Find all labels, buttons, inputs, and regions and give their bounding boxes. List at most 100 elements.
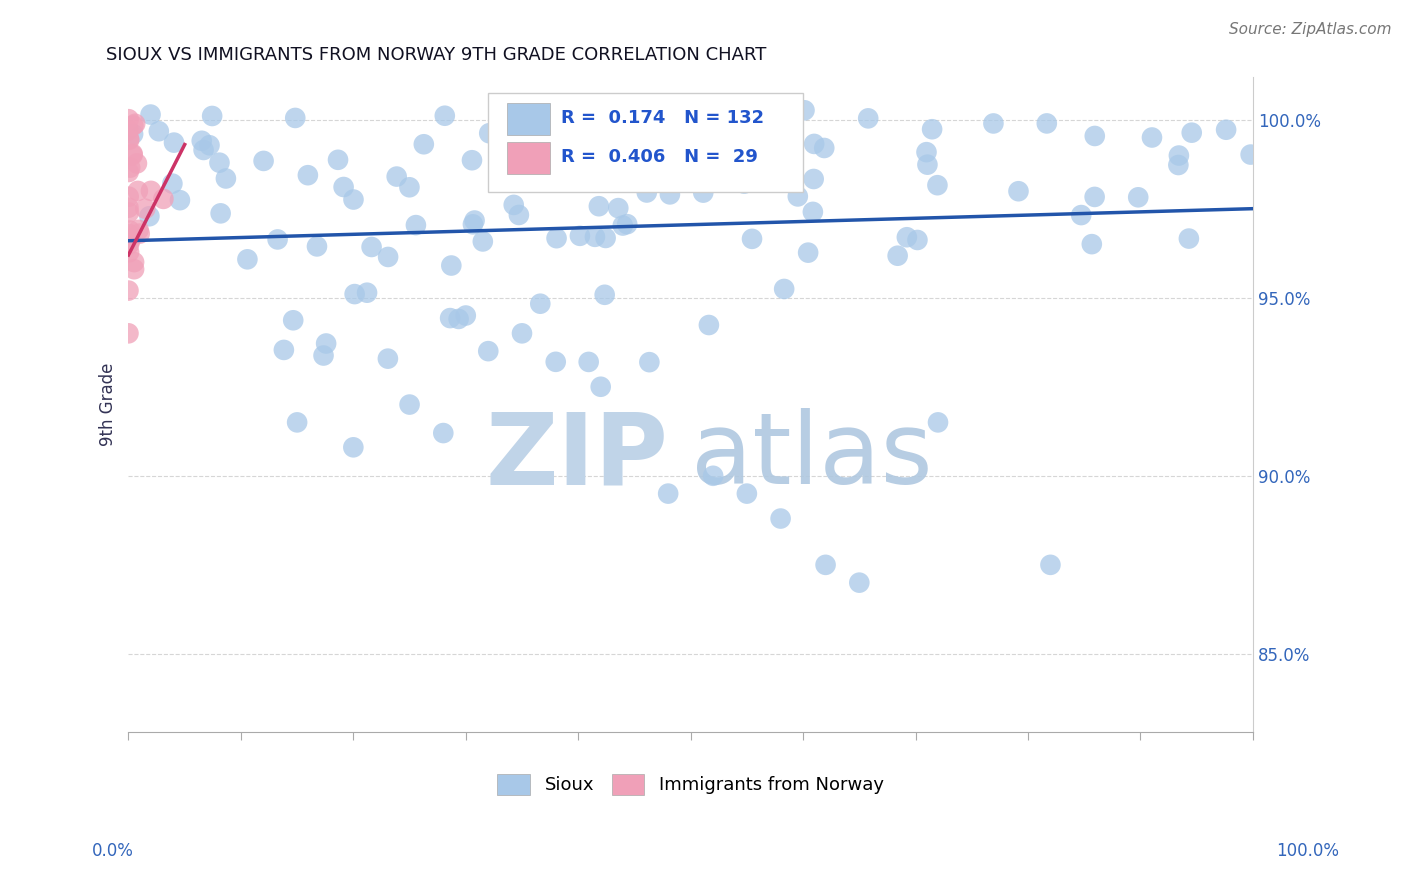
Point bbox=[741, 106, 763, 120]
Point bbox=[236, 252, 259, 267]
Point bbox=[121, 148, 143, 162]
Point bbox=[118, 205, 141, 219]
Point bbox=[896, 230, 918, 244]
Point bbox=[907, 233, 929, 247]
Point bbox=[1239, 147, 1261, 161]
Point bbox=[983, 116, 1005, 130]
Point bbox=[793, 103, 815, 118]
Point bbox=[848, 575, 870, 590]
Point bbox=[672, 160, 695, 174]
Point bbox=[471, 235, 494, 249]
Point bbox=[607, 201, 630, 215]
Point bbox=[440, 259, 463, 273]
Point bbox=[312, 349, 335, 363]
Point bbox=[692, 186, 714, 200]
Point bbox=[360, 240, 382, 254]
Point bbox=[134, 202, 156, 216]
Text: R =  0.406   N =  29: R = 0.406 N = 29 bbox=[561, 148, 758, 167]
Point bbox=[127, 184, 149, 198]
Point bbox=[447, 312, 470, 326]
Point bbox=[508, 208, 530, 222]
Point bbox=[803, 172, 825, 186]
Point bbox=[139, 107, 162, 121]
Point bbox=[657, 135, 679, 149]
Point bbox=[122, 262, 145, 277]
Point bbox=[432, 425, 454, 440]
Point bbox=[461, 153, 484, 168]
Point bbox=[266, 232, 288, 246]
Point bbox=[595, 231, 617, 245]
Point bbox=[636, 186, 658, 200]
Point bbox=[803, 136, 825, 151]
Point bbox=[752, 155, 775, 169]
Point bbox=[117, 201, 139, 215]
Point bbox=[772, 174, 794, 188]
Point bbox=[801, 205, 824, 219]
Point bbox=[128, 223, 150, 237]
Point bbox=[786, 189, 808, 203]
Point bbox=[118, 133, 141, 147]
Point bbox=[356, 285, 378, 300]
FancyBboxPatch shape bbox=[488, 94, 803, 192]
Point bbox=[118, 132, 141, 146]
Point bbox=[927, 178, 949, 193]
Point bbox=[148, 124, 170, 138]
Point bbox=[122, 127, 145, 141]
Point bbox=[1036, 116, 1059, 130]
Point bbox=[741, 232, 763, 246]
Point bbox=[332, 180, 354, 194]
Point bbox=[589, 380, 612, 394]
Legend: Sioux, Immigrants from Norway: Sioux, Immigrants from Norway bbox=[491, 766, 891, 802]
Point bbox=[208, 155, 231, 169]
Point bbox=[1215, 122, 1237, 136]
Point bbox=[509, 145, 531, 159]
Point bbox=[118, 245, 141, 260]
Point bbox=[858, 112, 880, 126]
Point bbox=[297, 168, 319, 182]
Point bbox=[658, 187, 681, 202]
Point bbox=[454, 309, 477, 323]
Point bbox=[733, 177, 755, 191]
Point bbox=[118, 223, 141, 237]
Point bbox=[124, 117, 146, 131]
Y-axis label: 9th Grade: 9th Grade bbox=[100, 363, 117, 446]
Point bbox=[612, 219, 634, 233]
Text: SIOUX VS IMMIGRANTS FROM NORWAY 9TH GRADE CORRELATION CHART: SIOUX VS IMMIGRANTS FROM NORWAY 9TH GRAD… bbox=[105, 46, 766, 64]
Point bbox=[117, 326, 139, 341]
Point bbox=[342, 440, 364, 454]
Point bbox=[501, 111, 523, 125]
Point bbox=[702, 468, 724, 483]
Point bbox=[797, 245, 820, 260]
Point bbox=[1178, 231, 1201, 245]
Text: R =  0.174   N = 132: R = 0.174 N = 132 bbox=[561, 109, 765, 128]
Point bbox=[546, 231, 568, 245]
Point bbox=[305, 239, 328, 253]
Point bbox=[461, 217, 484, 231]
Point bbox=[1081, 237, 1104, 252]
Point bbox=[342, 193, 364, 207]
Point bbox=[385, 169, 408, 184]
Point bbox=[117, 112, 139, 127]
Point bbox=[405, 218, 427, 232]
FancyBboxPatch shape bbox=[508, 143, 550, 174]
Point bbox=[697, 318, 720, 332]
Point bbox=[273, 343, 295, 357]
Point bbox=[439, 311, 461, 326]
Point bbox=[125, 156, 148, 170]
Point bbox=[326, 153, 349, 167]
Point bbox=[118, 227, 141, 241]
Point bbox=[628, 150, 651, 164]
Point bbox=[252, 153, 274, 168]
Point bbox=[921, 122, 943, 136]
Point bbox=[169, 193, 191, 207]
Point bbox=[1084, 190, 1107, 204]
Point bbox=[152, 192, 174, 206]
Point bbox=[377, 351, 399, 366]
Point bbox=[496, 145, 519, 159]
Point bbox=[138, 209, 160, 223]
Point bbox=[343, 287, 366, 301]
Point bbox=[284, 111, 307, 125]
Point bbox=[689, 117, 711, 131]
Point bbox=[118, 237, 141, 252]
Point bbox=[117, 284, 139, 298]
